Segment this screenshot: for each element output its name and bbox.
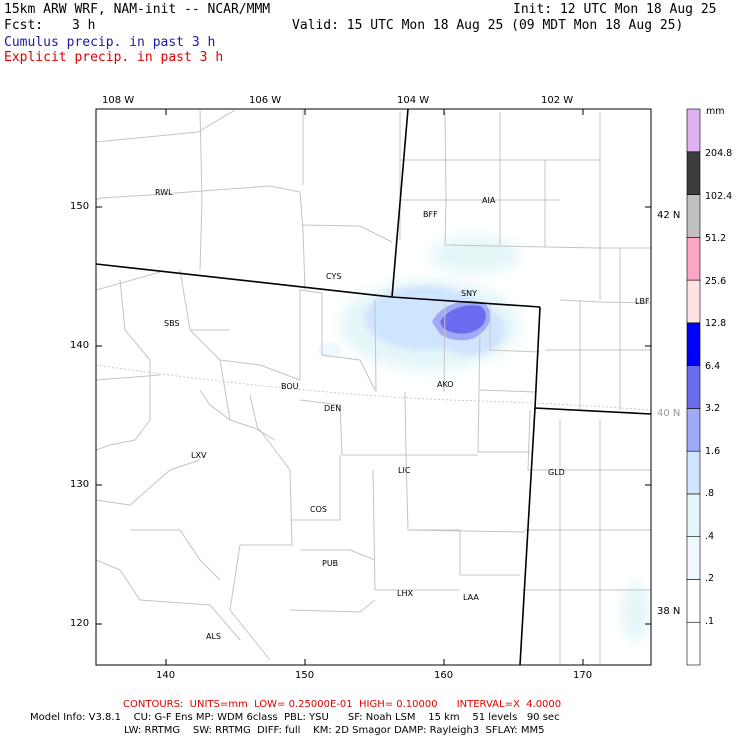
legend-swatch [686,621,701,666]
legend-label: .8 [705,488,715,499]
county-lines [96,109,651,665]
city-label: LHX [397,589,413,598]
legend-label: .2 [705,573,715,584]
legend-swatch [686,365,701,409]
bottom-tick-label: 170 [573,670,593,681]
bottom-tick-label: 160 [434,670,454,681]
top-tick-label: 106 W [249,95,282,106]
bottom-tick-label: 140 [156,670,176,681]
legend-label: 102.4 [705,191,733,202]
city-label: RWL [155,188,173,197]
legend-label: 51.2 [705,233,727,244]
left-tick-label: 120 [70,618,90,629]
cumulus-precip-label: Cumulus precip. in past 3 h [4,35,216,50]
left-tick-label: 140 [70,340,90,351]
legend-swatch [686,108,701,153]
right-tick-label: 40 N [657,408,681,419]
city-label: COS [310,505,327,514]
explicit-precip-label: Explicit precip. in past 3 h [4,50,224,65]
legend-swatch [686,237,701,281]
init-time: Init: 12 UTC Mon 18 Aug 25 [513,2,717,17]
tick-marks [96,109,651,665]
fcst-value: 3 h [72,18,96,33]
legend-swatch [686,408,701,452]
city-label: DEN [324,404,342,413]
legend-swatch [686,536,701,580]
bottom-tick-label: 150 [295,670,315,681]
valid-time: Valid: 15 UTC Mon 18 Aug 25 (09 MDT Mon … [292,18,684,33]
left-tick-label: 150 [70,201,90,212]
city-label: GLD [548,468,565,477]
legend-label: .4 [705,531,715,542]
legend-swatch [686,194,701,238]
legend-swatch [686,322,701,366]
city-label: LIC [398,466,411,475]
legend-unit: mm [706,106,725,117]
legend-label: 12.8 [705,318,727,329]
top-tick-label: 108 W [102,95,135,106]
city-label: BFF [423,210,438,219]
legend-label: 6.4 [705,361,721,372]
model-info-line-2: LW: RRTMG SW: RRTMG DIFF: full KM: 2D Sm… [124,725,545,736]
top-tick-label: 102 W [541,95,574,106]
legend-label: 25.6 [705,276,727,287]
city-label: CYS [326,272,342,281]
left-tick-label: 130 [70,479,90,490]
legend-swatch [686,151,701,195]
city-label: PUB [322,559,339,568]
legend-label: 3.2 [705,403,721,414]
legend-swatch [686,450,701,495]
precip-legend [686,108,701,666]
river-line [96,364,651,411]
city-label: LBF [635,297,650,306]
map-frame [95,108,652,666]
city-label: AIA [482,196,496,205]
legend-swatch [686,493,701,537]
legend-swatch [686,279,701,324]
fcst-label: Fcst: [4,18,44,33]
right-tick-label: 42 N [657,210,681,221]
city-label: SNY [461,289,477,298]
state-borders [96,109,651,665]
legend-label: 204.8 [705,148,733,159]
city-label: LXV [191,451,207,460]
city-label: BOU [281,382,299,391]
model-info-line-1: Model Info: V3.8.1 CU: G-F Ens MP: WDM 6… [30,712,560,723]
city-label: LAA [463,593,479,602]
model-title: 15km ARW WRF, NAM-init -- NCAR/MMM [4,2,271,17]
city-label: AKO [437,380,454,389]
contours-info: CONTOURS: UNITS=mm LOW= 0.25000E-01 HIGH… [123,699,562,710]
city-label: SBS [164,319,180,328]
city-label: ALS [206,632,222,641]
right-tick-label: 38 N [657,606,681,617]
legend-label: 1.6 [705,446,721,457]
legend-label: .1 [705,616,715,627]
legend-swatch [686,579,701,623]
top-tick-label: 104 W [397,95,430,106]
